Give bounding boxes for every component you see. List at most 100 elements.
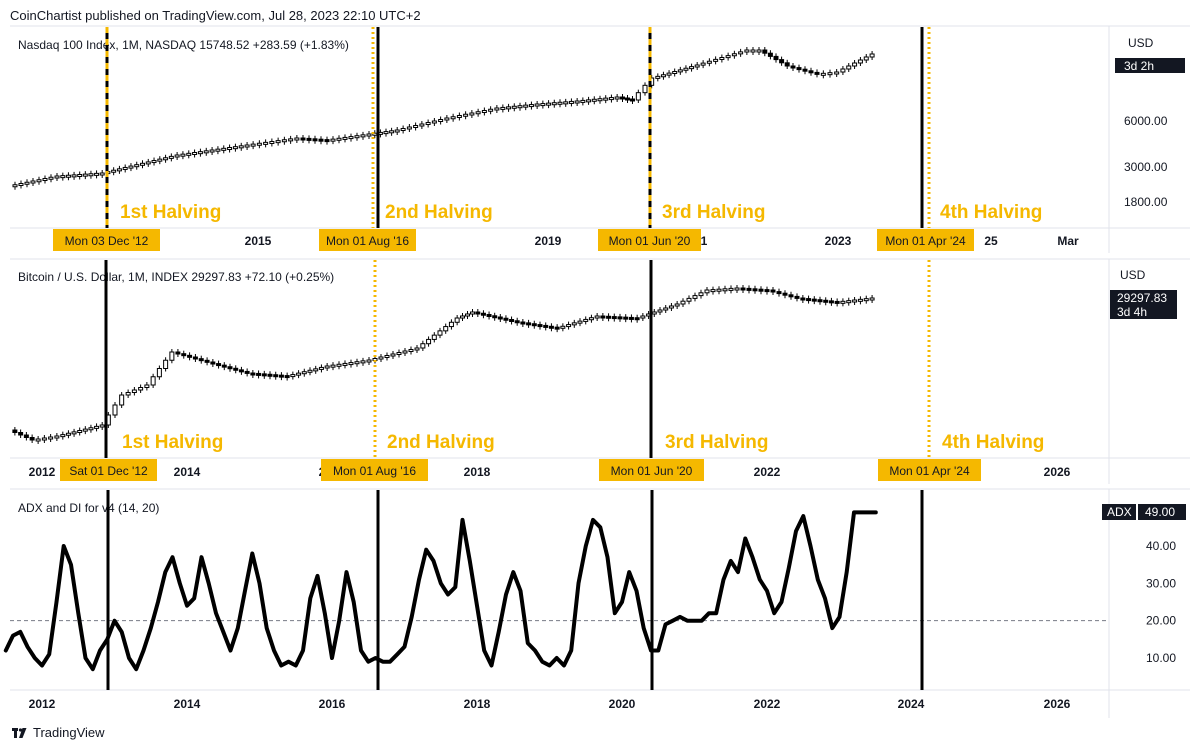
nasdaq-candle: [540, 103, 546, 107]
bitcoin-candle: [454, 317, 460, 323]
bitcoin-candle: [301, 371, 307, 375]
nasdaq-candle: [54, 175, 60, 179]
bitcoin-candle: [668, 305, 674, 309]
nasdaq-candle: [318, 138, 324, 142]
bitcoin-candle: [35, 438, 41, 442]
nasdaq-candle: [846, 65, 852, 70]
nasdaq-candle: [713, 58, 719, 62]
tradingview-logo-icon: [12, 727, 28, 739]
nasdaq-candle: [802, 68, 808, 72]
nasdaq-candle: [60, 175, 66, 179]
bitcoin-candle: [54, 435, 60, 439]
nasdaq-candle: [635, 92, 641, 101]
bitcoin-candle: [330, 364, 336, 368]
nasdaq-candle: [469, 112, 475, 116]
nasdaq-candle: [336, 137, 342, 141]
bitcoin-candle: [60, 434, 66, 438]
bitcoin-candle: [869, 297, 875, 301]
nasdaq-candle: [360, 134, 366, 138]
bitcoin-candle: [71, 431, 77, 435]
nasdaq-candle: [354, 135, 360, 139]
bitcoin-halving-date-tag: Mon 01 Jun '20: [611, 464, 693, 478]
nasdaq-candle: [180, 153, 186, 157]
bitcoin-candle: [623, 316, 629, 320]
nasdaq-candle: [116, 168, 122, 172]
bitcoin-candle: [663, 307, 669, 311]
bitcoin-candle: [198, 358, 204, 362]
bitcoin-candle: [354, 361, 360, 365]
bitcoin-halving-date-tag-bg: [321, 459, 428, 481]
bitcoin-candle: [571, 322, 577, 326]
bitcoin-candle: [857, 298, 863, 302]
adx-x-tick: 2014: [174, 697, 201, 711]
nasdaq-candle: [796, 67, 802, 71]
adx-x-tick: 2018: [464, 697, 491, 711]
bitcoin-candle: [752, 288, 758, 292]
bitcoin-candle: [514, 320, 520, 324]
nasdaq-candle: [431, 120, 437, 124]
adx-y-tick: 30.00: [1146, 576, 1176, 590]
bitcoin-candle: [437, 330, 443, 336]
bitcoin-candle: [12, 429, 18, 433]
nasdaq-candle: [24, 181, 30, 185]
nasdaq-candle: [546, 102, 552, 106]
nasdaq-candle: [694, 64, 700, 68]
bitcoin-candle: [296, 372, 302, 376]
bitcoin-candle: [692, 295, 698, 299]
adx-y-tick: 40.00: [1146, 539, 1176, 553]
bitcoin-legend: Bitcoin / U.S. Dollar, 1M, INDEX 29297.8…: [18, 270, 334, 284]
bitcoin-candle: [65, 432, 71, 436]
nasdaq-halving-date-tag-bg: [877, 229, 974, 251]
nasdaq-candle: [394, 129, 400, 133]
nasdaq-candle: [18, 183, 24, 186]
bitcoin-candle: [509, 319, 515, 322]
bitcoin-candle: [443, 326, 449, 332]
nasdaq-candle: [869, 53, 875, 58]
nasdaq-candle: [814, 71, 820, 75]
nasdaq-candle: [719, 57, 725, 60]
bitcoin-x-tick: 2014: [174, 465, 201, 479]
nasdaq-candle: [706, 60, 712, 64]
bitcoin-candle: [324, 365, 330, 369]
bitcoin-candle: [348, 362, 354, 366]
bitcoin-group: [12, 285, 875, 444]
nasdaq-candle: [750, 49, 756, 53]
bitcoin-candle: [728, 287, 734, 291]
nasdaq-halving-date-tag: Mon 03 Dec '12: [65, 234, 149, 248]
nasdaq-halving-label: 3rd Halving: [662, 202, 765, 223]
adx-badge-value: 49.00: [1145, 505, 1175, 519]
nasdaq-candle: [134, 164, 140, 168]
bitcoin-candle: [163, 359, 169, 369]
nasdaq-candle: [288, 138, 294, 142]
nasdaq-candle: [294, 137, 300, 141]
adx-x-tick: 2020: [609, 697, 636, 711]
nasdaq-halving-label: 4th Halving: [940, 202, 1042, 223]
bitcoin-candle: [414, 347, 420, 351]
nasdaq-halving-date-tag-bg: [319, 229, 416, 251]
bitcoin-candle: [734, 287, 740, 291]
adx-x-tick: 2012: [29, 697, 56, 711]
bitcoin-candle: [722, 288, 728, 292]
bitcoin-candle: [284, 375, 290, 379]
nasdaq-candle: [192, 152, 198, 155]
bitcoin-x-tick: 2012: [29, 465, 56, 479]
nasdaq-candle: [551, 102, 557, 106]
bitcoin-halving-date-tag: Sat 01 Dec '12: [69, 464, 148, 478]
nasdaq-candle: [221, 147, 227, 151]
bitcoin-candle: [577, 320, 583, 324]
footer-brand: TradingView: [12, 725, 105, 740]
nasdaq-candle: [71, 174, 77, 178]
bitcoin-candle: [396, 352, 402, 355]
nasdaq-candle: [689, 66, 695, 70]
bitcoin-candle: [794, 295, 800, 299]
nasdaq-candle: [773, 55, 779, 61]
nasdaq-candle: [269, 141, 275, 144]
nasdaq-candle: [342, 136, 348, 140]
nasdaq-candle: [767, 52, 773, 57]
nasdaq-halving-date-tag: Mon 01 Aug '16: [326, 234, 409, 248]
nasdaq-candle: [563, 101, 569, 105]
bitcoin-candle: [227, 366, 233, 370]
bitcoin-candle: [548, 325, 554, 329]
nasdaq-candle: [88, 173, 94, 177]
